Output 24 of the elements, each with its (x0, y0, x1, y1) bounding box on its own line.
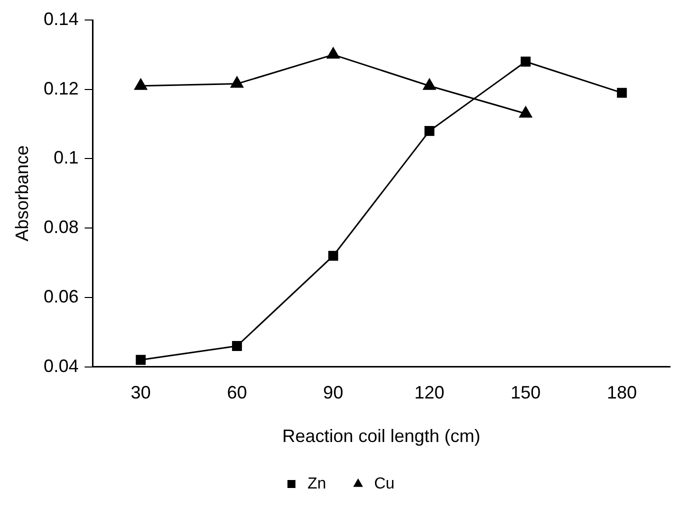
point (136, 354, 146, 365)
point (134, 78, 148, 90)
y-tick-label: 0.14 (44, 8, 79, 29)
y-tick-label: 0.04 (44, 356, 79, 376)
x-tick-label: 60 (226, 382, 247, 403)
y-axis-title: Absorbance (12, 145, 32, 242)
x-tick-label: 150 (510, 382, 541, 403)
legend-label: Cu (374, 475, 395, 492)
point (422, 78, 436, 90)
legend-label: Zn (307, 475, 326, 492)
y-tick-label: 0.08 (44, 217, 79, 238)
y-tick-label: 0.12 (44, 78, 79, 98)
x-tick-label: 120 (414, 382, 444, 403)
x-tick-label: 180 (606, 382, 637, 403)
y-tick-label: 0.06 (44, 286, 79, 306)
point (326, 46, 340, 59)
x-tick-label: 30 (130, 382, 151, 403)
x-axis-title: Reaction coil length (cm) (282, 426, 480, 446)
point (230, 76, 244, 88)
y-tick-label: 0.1 (54, 148, 79, 168)
point (518, 106, 533, 118)
point (232, 341, 242, 351)
x-tick-label: 90 (323, 382, 344, 403)
point (328, 250, 338, 261)
